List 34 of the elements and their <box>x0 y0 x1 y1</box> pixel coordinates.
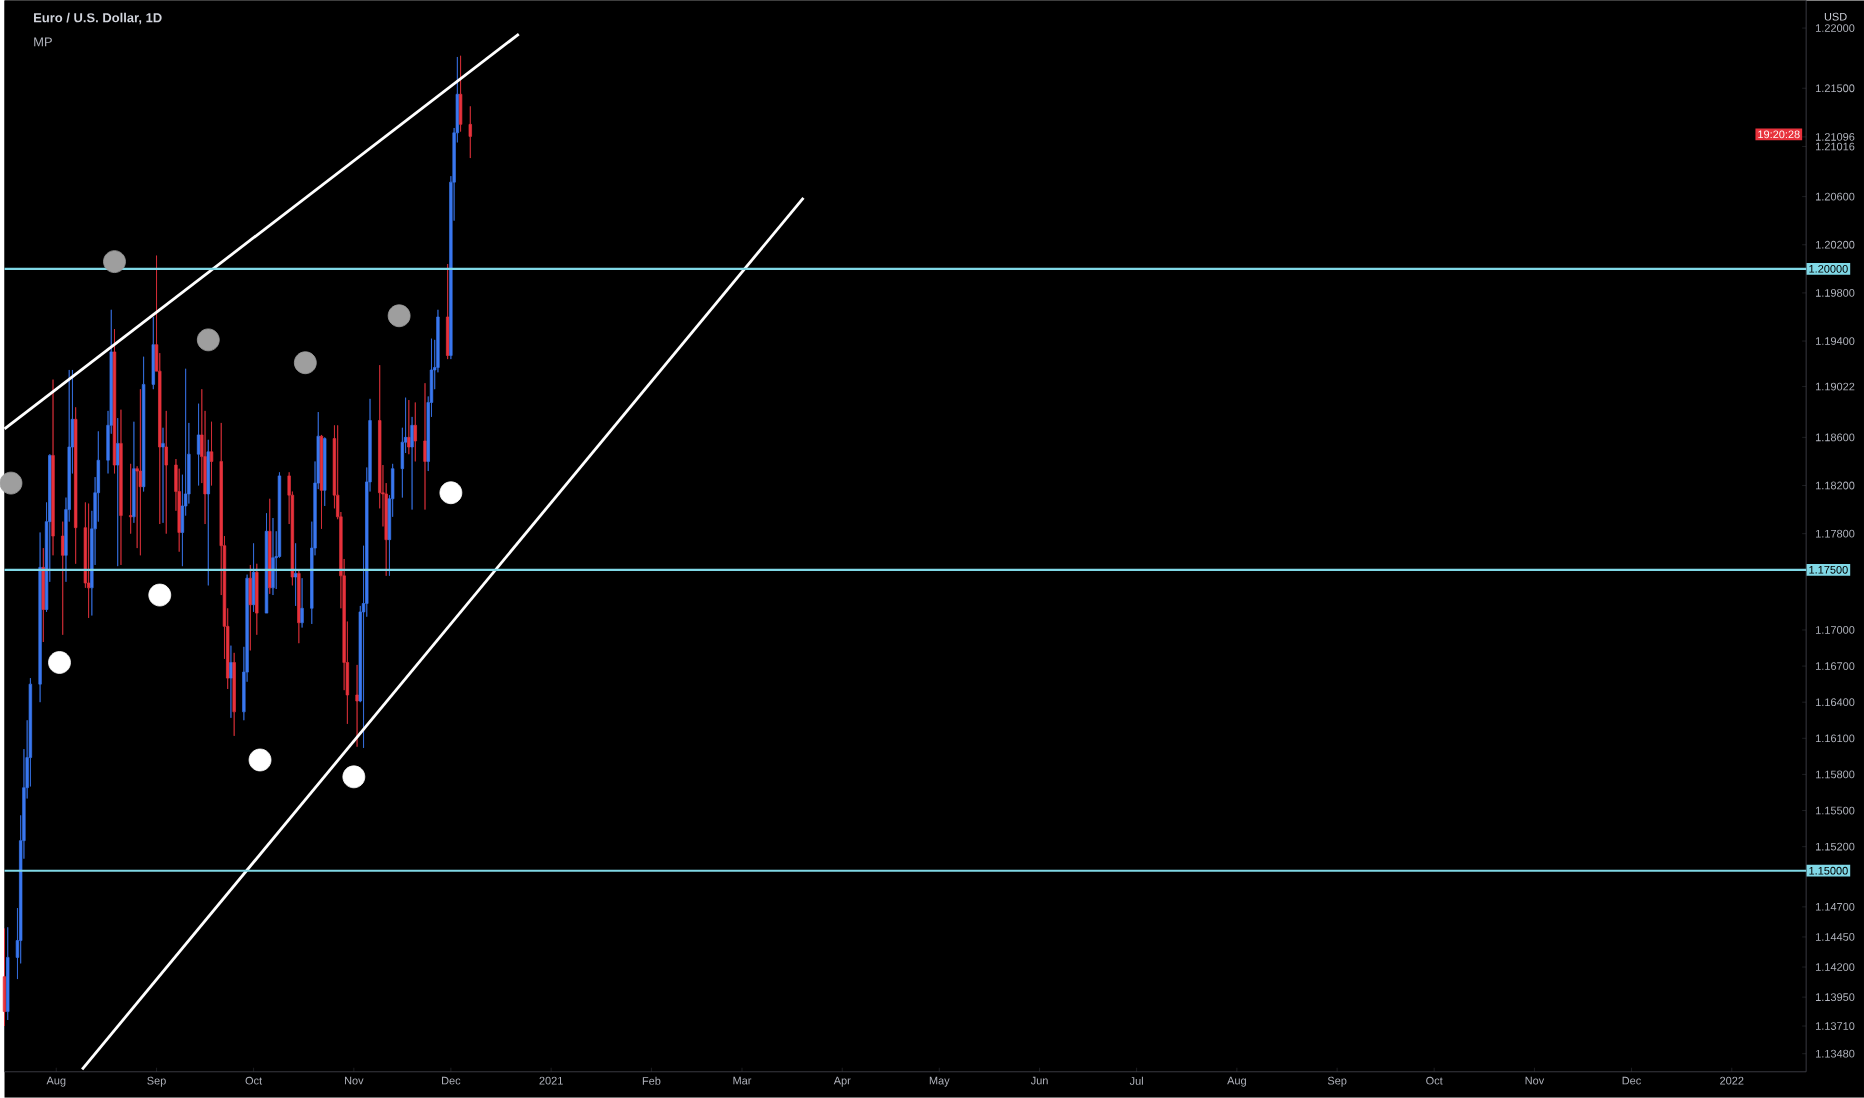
candlestick <box>38 532 42 703</box>
candlestick <box>251 543 256 613</box>
point <box>0 471 23 495</box>
candlestick <box>51 379 55 556</box>
candlestick <box>423 382 427 511</box>
point <box>103 250 126 274</box>
point <box>48 651 71 674</box>
candlestick <box>74 407 78 565</box>
candlestick <box>407 399 411 455</box>
candlestick <box>355 664 359 748</box>
candlestick <box>458 55 463 133</box>
point <box>293 351 317 375</box>
candlestick <box>196 403 201 486</box>
candlestick <box>6 927 10 1021</box>
candlestick <box>319 434 324 530</box>
candlestick <box>300 577 304 629</box>
point <box>439 481 463 505</box>
candlestick <box>229 645 233 719</box>
candlestick <box>293 543 298 607</box>
point <box>387 304 411 328</box>
candlestick <box>264 512 269 614</box>
candlestick <box>209 421 214 486</box>
candlestick <box>141 356 146 493</box>
point <box>342 765 366 789</box>
candlestick <box>161 427 165 524</box>
candlestick <box>151 316 155 390</box>
candlestick <box>2 928 7 1027</box>
point <box>196 328 220 352</box>
candlestick <box>132 421 136 524</box>
candlestick <box>138 388 143 556</box>
point <box>248 748 272 772</box>
point <box>148 583 172 607</box>
candlestick <box>86 503 91 619</box>
candlestick <box>468 106 472 159</box>
